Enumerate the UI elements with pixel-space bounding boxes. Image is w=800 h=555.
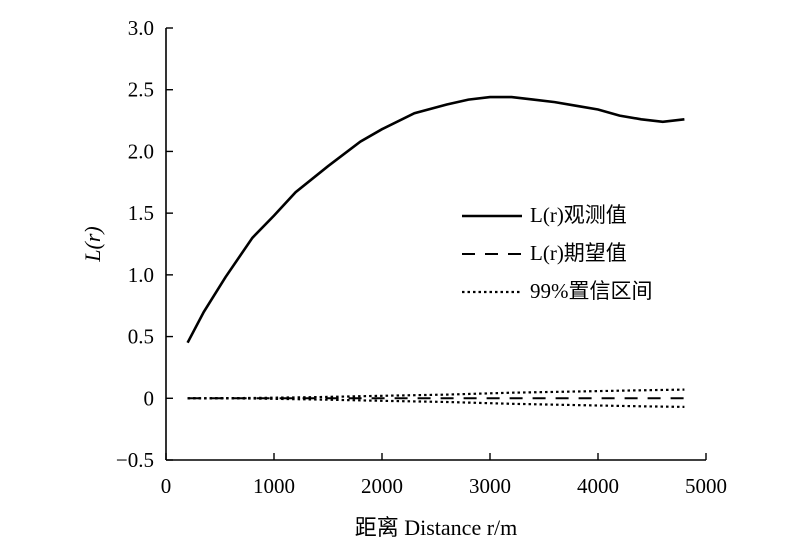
series-line-dotted-2 [187,388,685,400]
legend: L(r)观测值 L(r)期望值 99%置信区间 [462,203,653,303]
y-tick-label: 1.0 [128,263,154,287]
x-tick-label: 4000 [577,474,619,498]
x-tick-label: 0 [161,474,172,498]
series-line-dotted-3 [187,397,685,408]
y-tick-label: 2.0 [128,139,154,163]
legend-label: L(r)期望值 [530,241,627,265]
series-layer [186,95,685,408]
x-tick-label: 1000 [253,474,295,498]
legend-label: 99%置信区间 [530,279,653,303]
x-axis-title: 距离 Distance r/m [355,515,518,540]
x-tick-label: 3000 [469,474,511,498]
y-tick-label: 0 [144,386,155,410]
legend-label: L(r)观测值 [530,203,627,227]
y-axis-title: L(r) [80,226,105,262]
y-tick-label: −0.5 [116,448,154,472]
y-tick-label: 3.0 [128,16,154,40]
series-line-solid-0 [186,95,685,344]
axes: 0 1000 2000 3000 4000 5000 −0.5 0 0.5 1.0 1.5 2.0 2.… [116,16,727,498]
x-tick-label: 2000 [361,474,403,498]
y-tick-label: 1.5 [128,201,154,225]
y-tick-label: 0.5 [128,325,154,349]
x-tick-label: 5000 [685,474,727,498]
y-tick-label: 2.5 [128,78,154,102]
